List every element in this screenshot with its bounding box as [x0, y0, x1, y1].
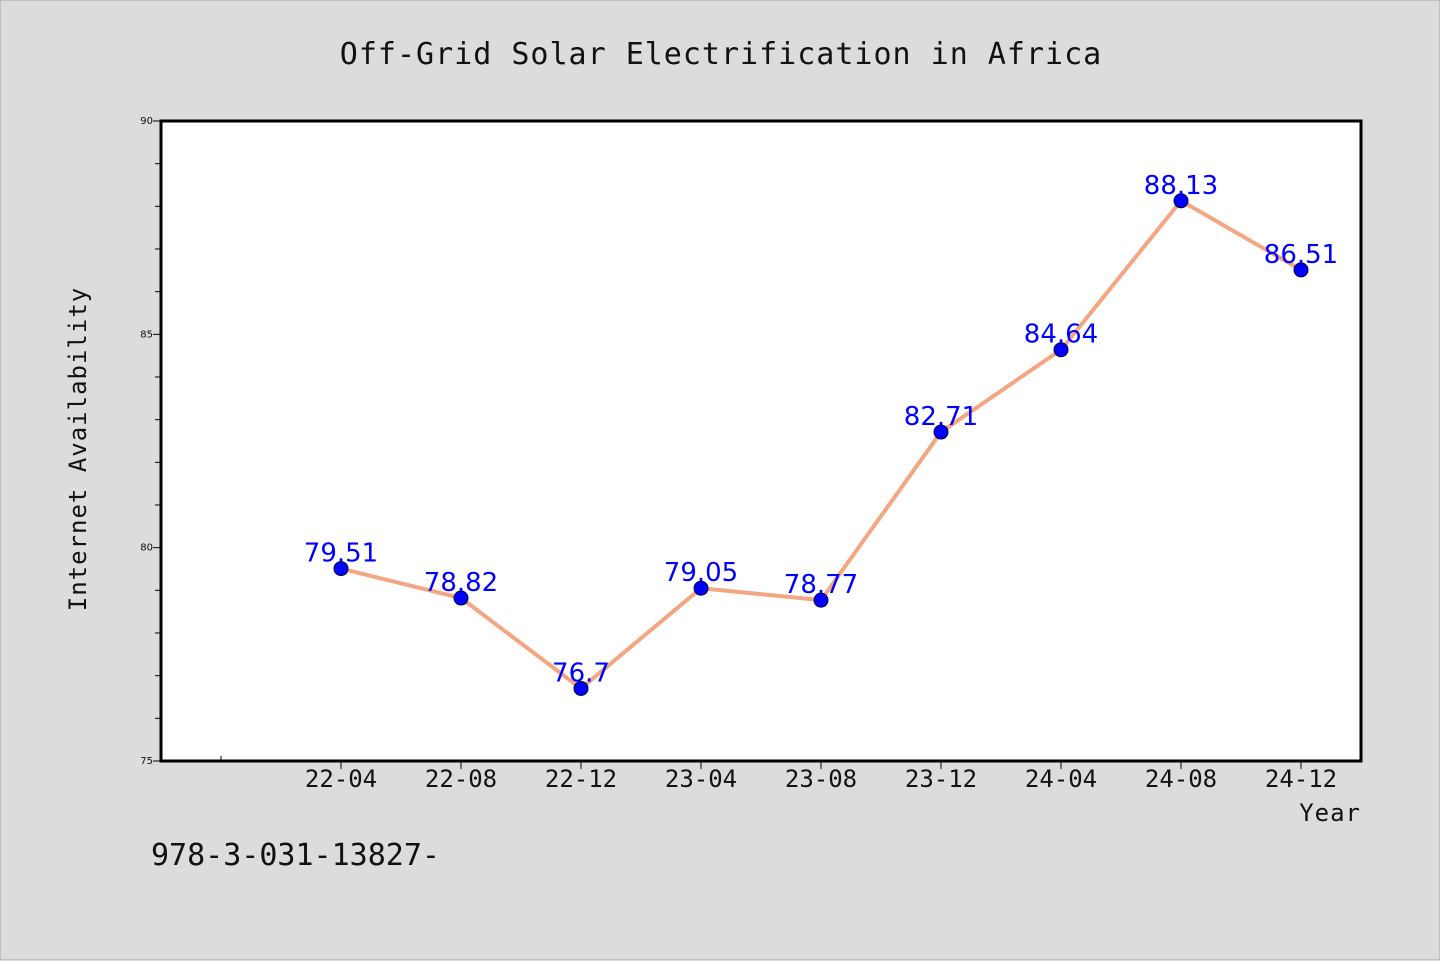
footnote-text: 978-3-031-13827-: [151, 838, 440, 873]
data-label: 79.51: [304, 539, 378, 569]
x-tick-label: 23-12: [905, 765, 977, 793]
data-label: 88.13: [1144, 171, 1218, 201]
data-point: [1173, 193, 1189, 209]
data-point: [453, 590, 469, 606]
x-tick-label: 24-04: [1025, 765, 1097, 793]
data-label: 79.05: [664, 558, 738, 588]
data-point: [933, 424, 949, 440]
y-axis: 75 80 85 90: [140, 116, 161, 767]
x-tick-label: 22-12: [545, 765, 617, 793]
y-tick-label: 80: [140, 543, 153, 554]
x-tick-label: 22-04: [305, 765, 377, 793]
data-label: 84.64: [1024, 320, 1098, 350]
y-axis-label: Internet Availability: [64, 287, 92, 611]
x-tick-label: 24-12: [1265, 765, 1337, 793]
chart-title: Off-Grid Solar Electrification in Africa: [340, 37, 1102, 72]
x-tick-label: 22-08: [425, 765, 497, 793]
x-axis: 22-04 22-08 22-12 23-04 23-08 23-12 24-04 24-08…: [220, 756, 1337, 793]
x-tick-label: 23-04: [665, 765, 737, 793]
x-tick-label: 24-08: [1145, 765, 1217, 793]
data-point: [333, 561, 349, 577]
data-point: [1293, 262, 1309, 278]
data-point: [813, 592, 829, 608]
plot-area: [159, 119, 1363, 763]
data-label: 82.71: [904, 402, 978, 432]
series-points-group: [333, 193, 1309, 696]
y-tick-label: 75: [140, 756, 153, 767]
y-tick-label: 85: [140, 329, 153, 340]
data-label: 78.77: [784, 570, 858, 600]
data-label: 76.7: [552, 658, 610, 688]
y-tick-label: 90: [140, 116, 153, 127]
x-tick-label: 23-08: [785, 765, 857, 793]
data-label: 78.82: [424, 568, 498, 598]
x-axis-label: Year: [1299, 799, 1361, 827]
data-point: [693, 580, 709, 596]
data-labels-group: 79.51 78.82 76.7 79.05 78.77 82.71 84.64 88.13 8…: [304, 171, 1338, 689]
data-point: [573, 680, 589, 696]
data-label: 86.51: [1264, 240, 1338, 270]
data-point: [1053, 342, 1069, 358]
